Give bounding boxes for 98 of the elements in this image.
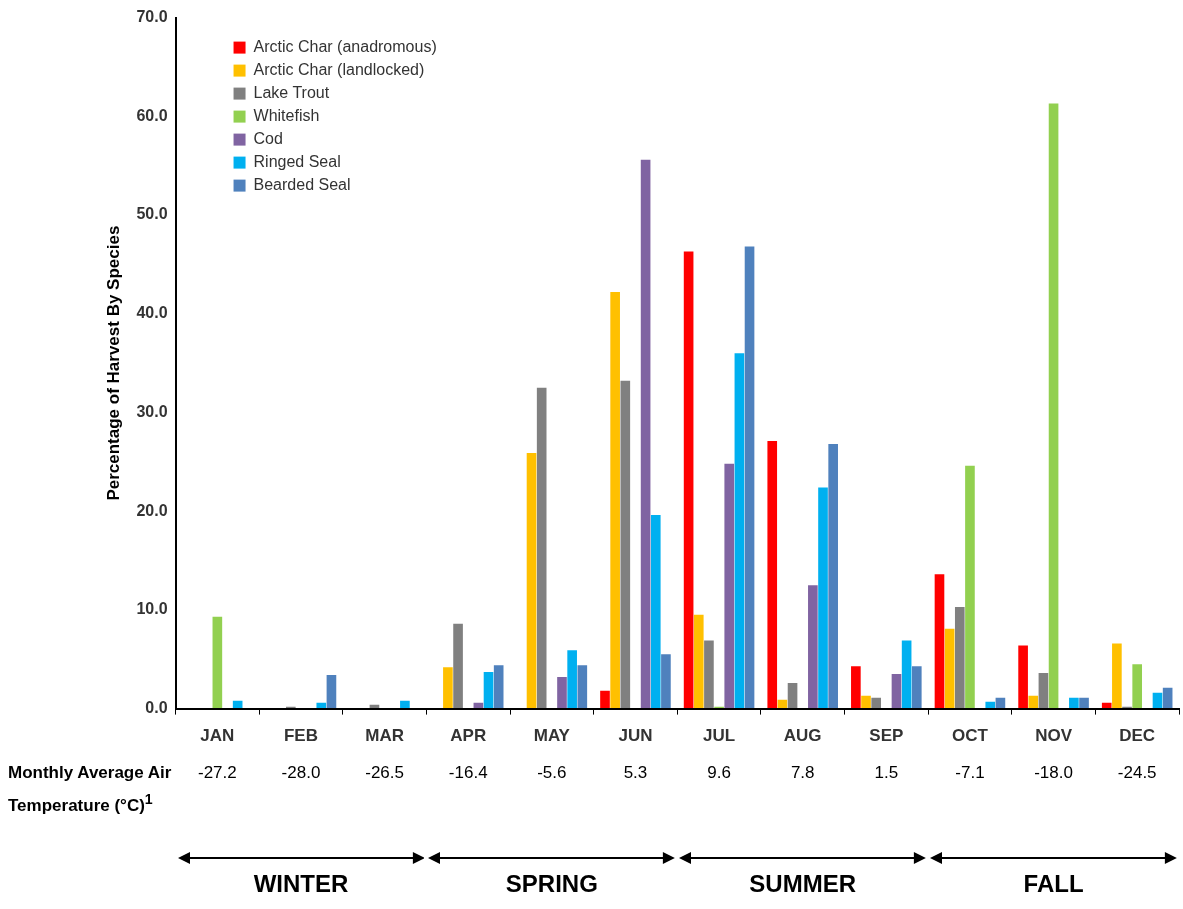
- bar: [891, 674, 902, 709]
- y-tick-label: 10.0: [136, 600, 168, 618]
- text: WINTER: [253, 870, 349, 898]
- bar: [600, 690, 610, 709]
- legend-label: Cod: [253, 130, 283, 148]
- text: Monthly Average Air Temperature (°C)$^{1}$: [8, 763, 172, 815]
- bar: [995, 697, 1006, 709]
- text: 7.8: [790, 762, 815, 782]
- text: SUMMER: [749, 870, 857, 898]
- x-tick-label: JUN: [618, 726, 653, 746]
- text: 5.3: [623, 762, 648, 782]
- text: 9.6: [707, 762, 731, 782]
- bar: [724, 463, 735, 709]
- bar: [326, 675, 337, 709]
- bar: [934, 574, 945, 709]
- bar: [818, 487, 828, 709]
- x-tick-label: MAY: [533, 726, 571, 746]
- bar: [1069, 697, 1079, 709]
- y-tick-label: 20.0: [136, 501, 168, 519]
- x-tick-label: SEP: [869, 726, 904, 746]
- bar: [1048, 103, 1059, 709]
- bar: [744, 246, 755, 709]
- bar: [1079, 697, 1089, 709]
- text: FALL: [1023, 870, 1084, 898]
- text: -24.5: [1117, 762, 1157, 782]
- bar: [871, 697, 881, 709]
- y-tick-label: 50.0: [136, 205, 168, 223]
- text: 1.5: [874, 762, 899, 782]
- bar: [954, 606, 965, 709]
- bar: [861, 695, 871, 709]
- legend-label: Lake Trout: [253, 84, 330, 102]
- bar: [1018, 645, 1028, 709]
- bar: [828, 444, 838, 709]
- legend-label: Whitefish: [253, 107, 320, 125]
- bar: [1038, 673, 1049, 709]
- x-tick-label: NOV: [1035, 726, 1073, 746]
- legend-label: Arctic Char (landlocked): [253, 61, 425, 79]
- bar: [316, 702, 327, 709]
- text: -16.4: [448, 762, 488, 782]
- bar: [453, 623, 463, 709]
- text: -26.5: [365, 762, 404, 782]
- bar: [483, 672, 494, 709]
- y-tick-label: 70.0: [136, 8, 168, 26]
- x-tick-label: OCT: [952, 726, 989, 746]
- bar: [683, 251, 694, 709]
- bar: [650, 515, 661, 709]
- bar: [526, 452, 537, 709]
- bar: [661, 654, 671, 709]
- bar: [808, 585, 818, 709]
- text: -27.2: [197, 762, 237, 782]
- text: -18.0: [1034, 762, 1073, 782]
- legend-label: Bearded Seal: [253, 176, 351, 194]
- bar: [557, 677, 567, 709]
- x-tick-label: MAR: [365, 726, 404, 746]
- bar: [911, 666, 922, 709]
- bar: [620, 380, 631, 709]
- y-tick-label: 30.0: [136, 402, 168, 420]
- bar: [640, 159, 651, 709]
- bar: [693, 614, 704, 709]
- bar: [493, 665, 504, 709]
- bar: [567, 650, 577, 709]
- legend-label: Arctic Char (anadromous): [253, 38, 437, 56]
- bar: [1152, 692, 1163, 709]
- text: -5.6: [537, 762, 567, 782]
- bar: [1028, 695, 1039, 709]
- legend-label: Ringed Seal: [253, 153, 341, 171]
- y-tick-label: 40.0: [136, 304, 168, 322]
- x-tick-label: AUG: [783, 726, 822, 746]
- bar: [734, 353, 745, 709]
- bar: [985, 701, 996, 709]
- x-tick-label: DEC: [1119, 726, 1156, 746]
- text: -7.1: [955, 762, 985, 782]
- bar: [944, 628, 955, 709]
- bar: [1112, 643, 1122, 709]
- bar: [577, 665, 588, 709]
- bar: [965, 465, 975, 709]
- bar: [704, 640, 714, 709]
- x-tick-label: JUL: [703, 726, 736, 746]
- bar: [1101, 702, 1112, 709]
- bar: [1132, 664, 1143, 709]
- y-tick-label: 0.0: [145, 699, 168, 717]
- bar: [610, 292, 620, 709]
- x-tick-label: JAN: [200, 726, 235, 746]
- bar: [901, 640, 912, 709]
- y-axis-title: Percentage of Harvest By Species: [103, 225, 123, 501]
- bar: [1162, 687, 1173, 709]
- text: SPRING: [505, 870, 598, 898]
- bar: [443, 667, 453, 709]
- bar: [536, 387, 547, 709]
- bar: [787, 682, 798, 709]
- bar: [851, 666, 861, 709]
- x-tick-label: FEB: [283, 726, 318, 746]
- bar: [212, 616, 223, 709]
- y-tick-label: 60.0: [136, 106, 168, 124]
- bar: [400, 700, 410, 709]
- x-tick-label: APR: [450, 726, 487, 746]
- bar: [767, 441, 778, 709]
- text: -28.0: [281, 762, 321, 782]
